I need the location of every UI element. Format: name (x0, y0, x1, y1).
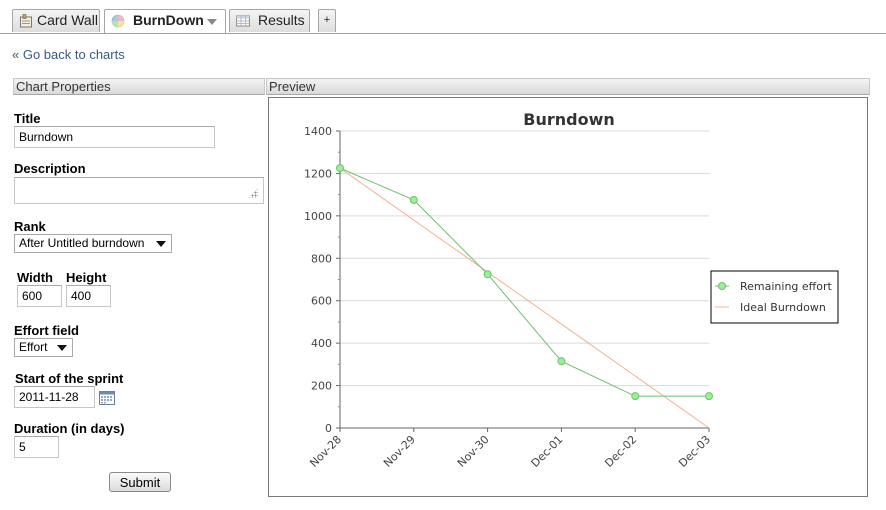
title-label: Title (14, 111, 41, 126)
y-tick-label: 600 (311, 295, 332, 308)
burndown-chart: Burndown 0 200 400 600 800 1000 1200 1400 Nov-2… (304, 110, 839, 470)
description-label: Description (14, 161, 86, 176)
data-point-remaining (409, 195, 418, 204)
chart-properties-header: Chart Properties (13, 78, 265, 95)
chart-series (336, 164, 713, 429)
description-textarea[interactable] (14, 177, 264, 204)
preview-header: Preview (266, 78, 870, 95)
y-tick-label: 200 (311, 380, 332, 393)
width-label: Width (17, 270, 53, 285)
axes (339, 131, 709, 429)
effort-field-select-value: Effort (19, 340, 48, 354)
y-tick-label: 0 (325, 422, 332, 435)
data-point-remaining (483, 270, 492, 279)
x-tick-label: Dec-03 (676, 433, 713, 470)
tab-bar: Card Wall BurnDown Results + (0, 0, 886, 34)
dropdown-arrow-icon (57, 345, 67, 351)
sprint-start-label: Start of the sprint (15, 371, 124, 386)
data-point-remaining (631, 392, 640, 401)
chart-preview: Burndown 0 200 400 600 800 1000 1200 1400 Nov-2… (268, 97, 868, 497)
effort-field-label: Effort field (14, 323, 79, 338)
pie-chart-icon (111, 14, 125, 28)
x-tick-label: Nov-28 (307, 433, 344, 470)
width-input[interactable] (17, 285, 62, 307)
rank-label: Rank (14, 219, 46, 234)
x-tick-label: Nov-29 (381, 433, 418, 470)
back-to-charts-link[interactable]: « Go back to charts (12, 47, 125, 62)
y-tick-label: 800 (311, 252, 332, 265)
legend-label-remaining: Remaining effort (740, 280, 833, 293)
x-axis-ticks: Nov-28 Nov-29 Nov-30 Dec-01 Dec-02 Dec-03 (307, 428, 713, 470)
rank-select-value: After Untitled burndown (19, 236, 145, 250)
add-tab-button[interactable]: + (318, 9, 336, 32)
x-tick-label: Dec-01 (529, 433, 566, 470)
calendar-icon[interactable] (99, 390, 115, 405)
data-point-remaining (705, 392, 713, 401)
y-tick-label: 400 (311, 337, 332, 350)
table-icon (236, 15, 250, 27)
data-point-remaining (336, 164, 344, 173)
sprint-start-input[interactable] (14, 386, 95, 408)
duration-input[interactable] (14, 436, 59, 458)
height-input[interactable] (66, 285, 111, 307)
y-tick-label: 1400 (304, 125, 332, 138)
tab-burndown[interactable]: BurnDown (104, 9, 226, 33)
submit-button[interactable]: Submit (109, 472, 171, 492)
chevron-down-icon[interactable] (206, 18, 218, 26)
tab-card-wall-label: Card Wall (37, 12, 98, 28)
tab-results[interactable]: Results (229, 9, 310, 32)
chart-legend: Remaining effort Ideal Burndown (710, 270, 839, 324)
series-line-remaining (339, 167, 709, 397)
tab-results-label: Results (258, 12, 305, 28)
y-axis-ticks: 0 200 400 600 800 1000 1200 1400 (304, 125, 340, 435)
height-label: Height (66, 270, 107, 285)
y-tick-label: 1200 (304, 167, 332, 180)
tab-card-wall[interactable]: Card Wall (12, 9, 100, 32)
dropdown-arrow-icon (156, 241, 166, 247)
y-tick-label: 1000 (304, 210, 332, 223)
chart-title: Burndown (523, 110, 614, 129)
tab-burndown-label: BurnDown (133, 12, 204, 28)
data-point-remaining (557, 357, 566, 366)
resize-grip-icon[interactable] (248, 188, 258, 198)
legend-label-ideal: Ideal Burndown (740, 301, 826, 314)
effort-field-select[interactable]: Effort (14, 338, 73, 357)
grid-lines (340, 130, 709, 387)
series-line-ideal (339, 167, 710, 429)
duration-label: Duration (in days) (14, 421, 125, 436)
legend-marker-remaining (718, 282, 726, 290)
title-input[interactable] (14, 126, 215, 148)
x-tick-label: Nov-30 (455, 433, 492, 470)
card-wall-icon (20, 14, 32, 28)
rank-select[interactable]: After Untitled burndown (14, 234, 172, 253)
x-tick-label: Dec-02 (602, 433, 639, 470)
